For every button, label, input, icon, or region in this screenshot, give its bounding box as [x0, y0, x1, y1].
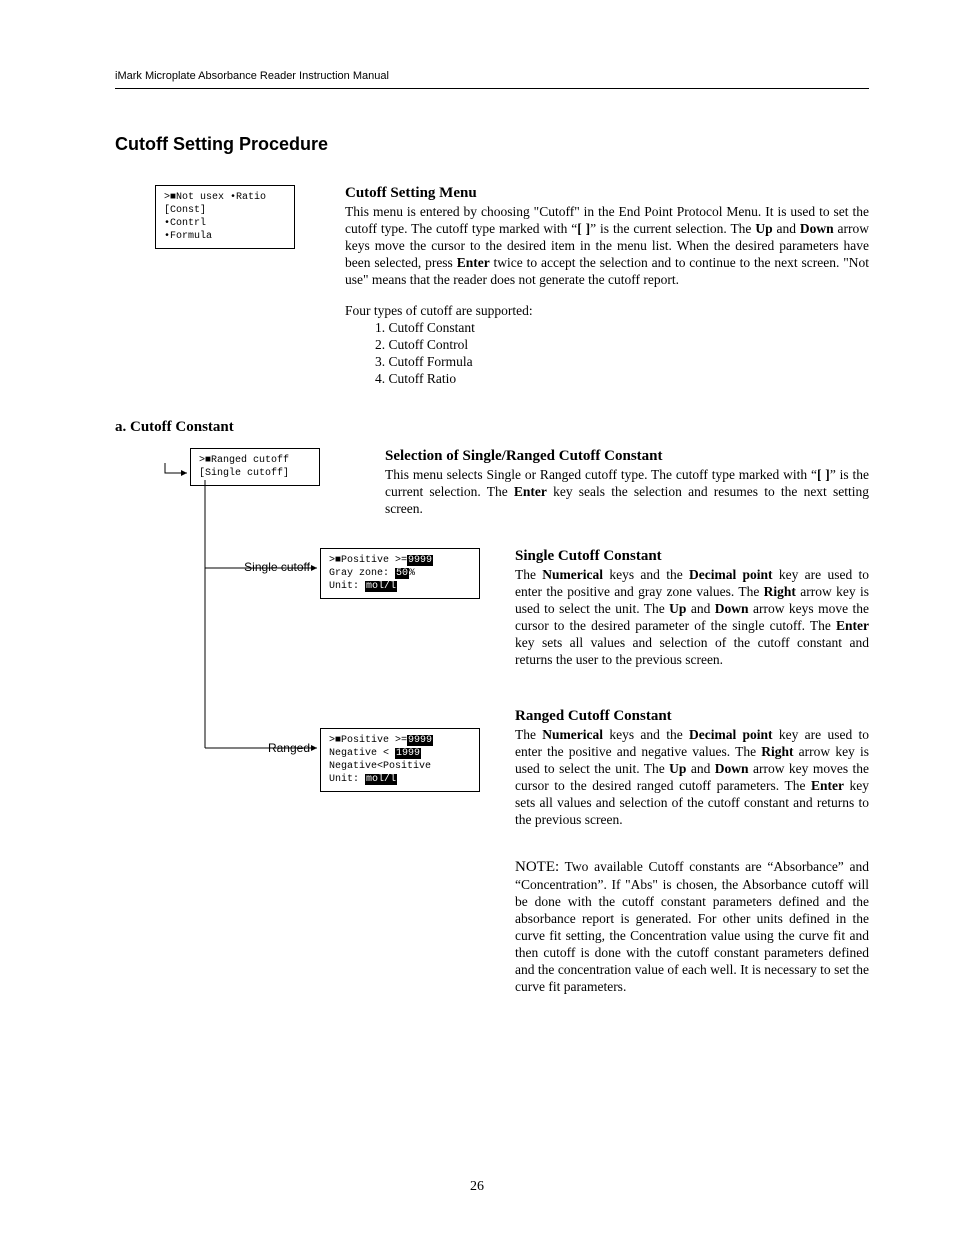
paragraph: This menu is entered by choosing "Cutoff… — [345, 203, 869, 288]
page-title: Cutoff Setting Procedure — [115, 134, 869, 155]
menu1-line: [Const] — [164, 204, 286, 217]
menu1-line: •Contrl — [164, 217, 286, 230]
list-item: 4. Cutoff Ratio — [375, 370, 869, 387]
section-heading: Cutoff Setting Menu — [345, 185, 869, 202]
page-number: 26 — [0, 1179, 954, 1195]
section-heading: Single Cutoff Constant — [515, 548, 869, 565]
section-heading: Ranged Cutoff Constant — [515, 708, 869, 725]
cutoff-menu-box: >■Not usex •Ratio [Const] •Contrl •Formu… — [155, 185, 295, 249]
list-item: 3. Cutoff Formula — [375, 353, 869, 370]
menu1-line: •Formula — [164, 230, 286, 243]
list-item: 1. Cutoff Constant — [375, 319, 869, 336]
flow-lines — [115, 448, 515, 808]
page-header: iMark Microplate Absorbance Reader Instr… — [115, 70, 869, 89]
subsection-heading: a. Cutoff Constant — [115, 419, 869, 436]
paragraph: Four types of cutoff are supported: — [345, 302, 869, 319]
list: 1. Cutoff Constant 2. Cutoff Control 3. … — [375, 319, 869, 387]
menu1-line: >■Not usex •Ratio — [164, 191, 286, 204]
list-item: 2. Cutoff Control — [375, 336, 869, 353]
note: NOTE: Two available Cutoff constants are… — [515, 858, 869, 995]
paragraph: The Numerical keys and the Decimal point… — [515, 566, 869, 668]
paragraph: The Numerical keys and the Decimal point… — [515, 726, 869, 828]
